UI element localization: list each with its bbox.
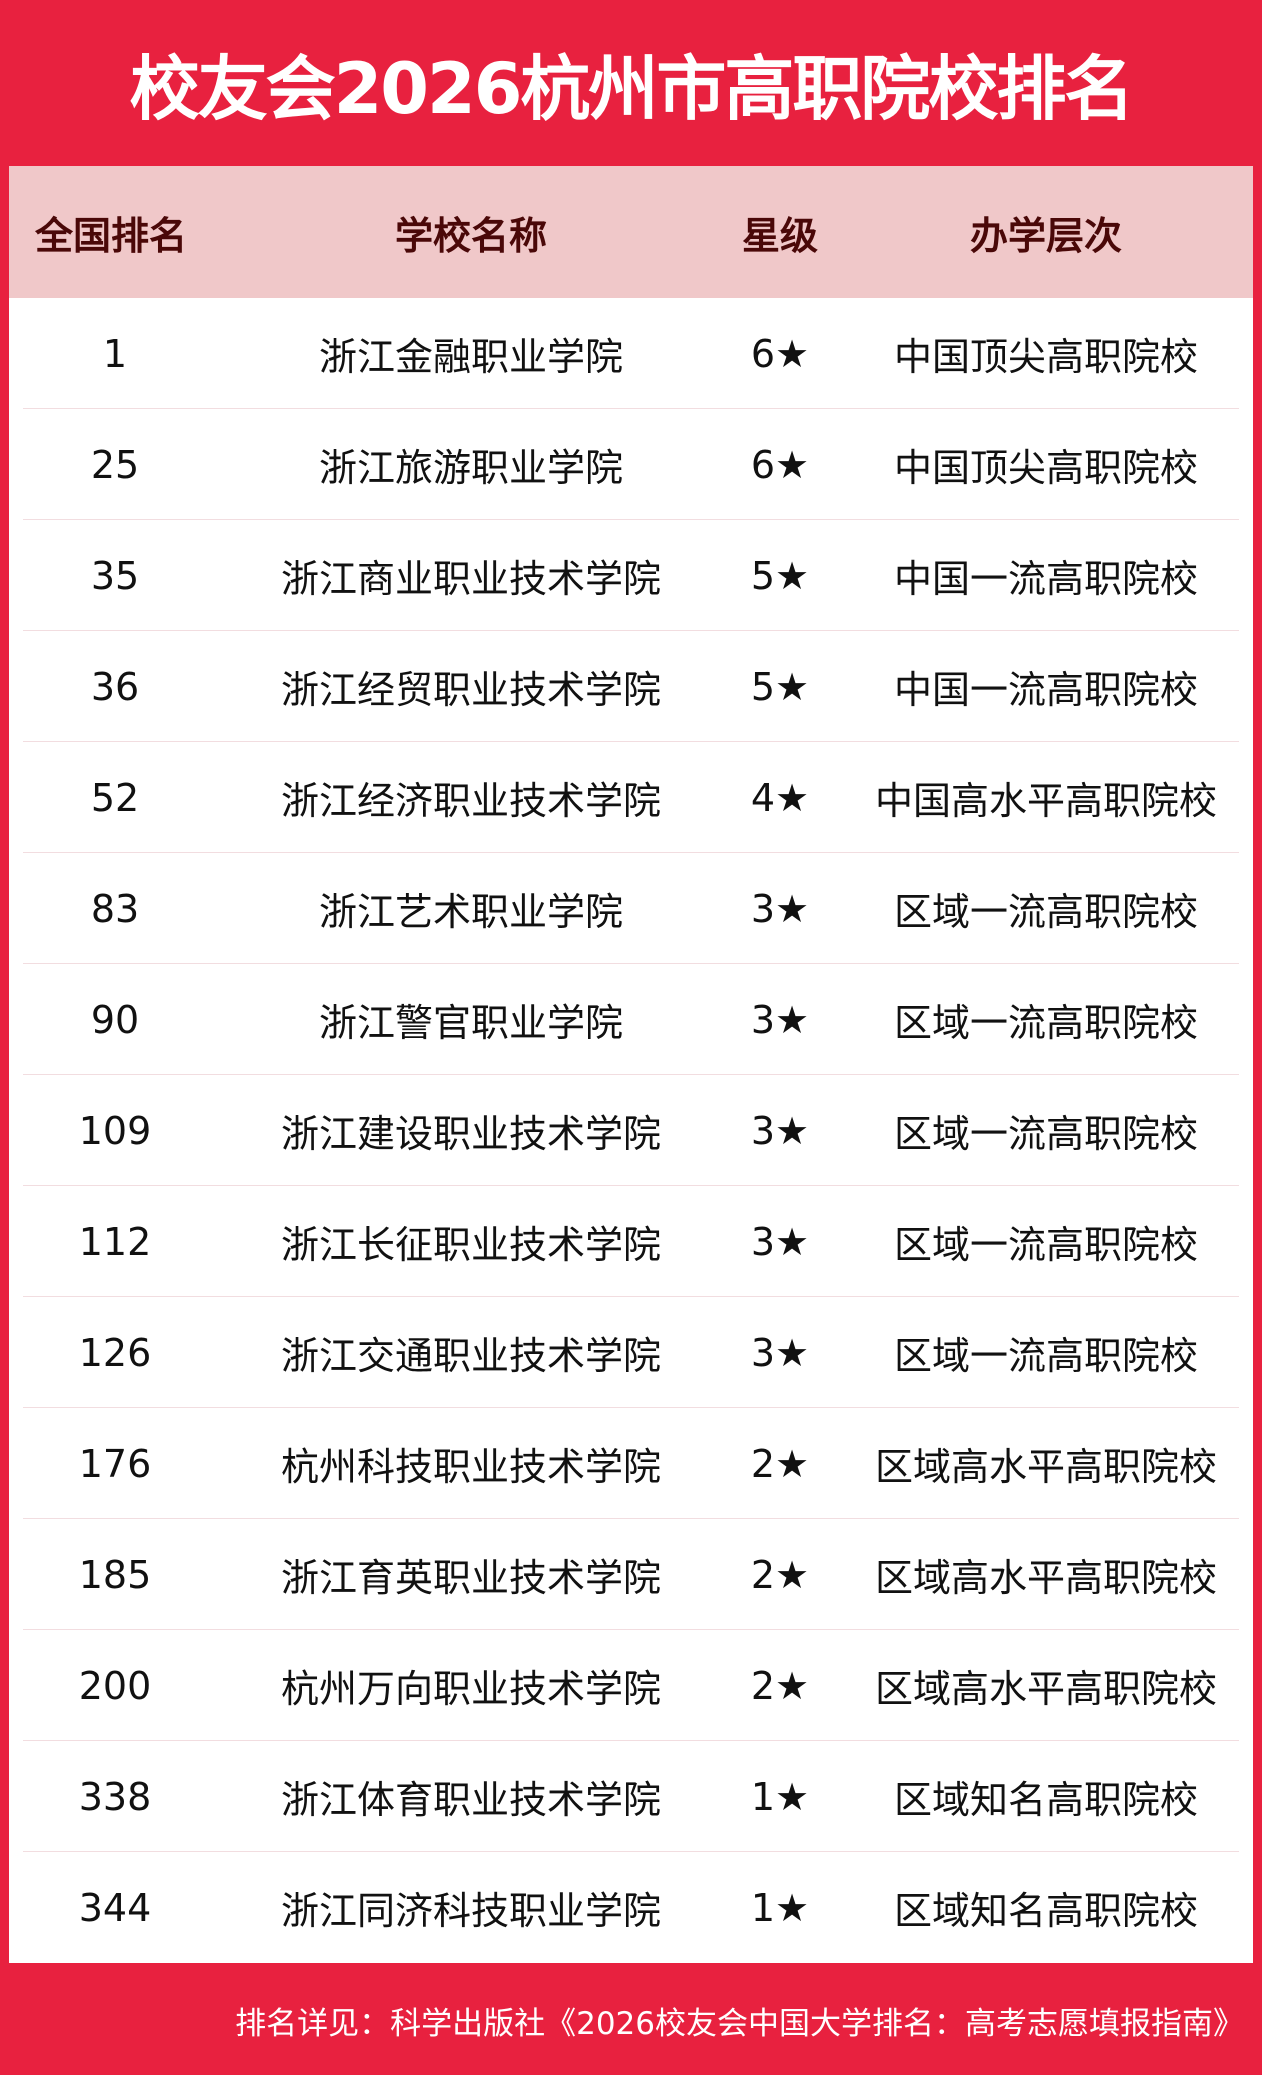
stars-cell: 3★ [750, 1108, 810, 1153]
school-name-cell: 浙江交通职业技术学院 [280, 1334, 661, 1378]
stars-cell: 2★ [750, 1441, 810, 1486]
level-cell: 区域一流高职院校 [893, 890, 1198, 934]
school-name-cell: 浙江经贸职业技术学院 [280, 668, 661, 712]
rank-cell: 35 [90, 553, 140, 598]
ranking-table: 全国排名 学校名称 星级 办学层次 1 浙江金融职业学院 6★ 中国顶尖高职院校 25 浙… [9, 166, 1253, 1963]
source-note: 排名详见：科学出版社《2026校友会中国大学排名：高考志愿填报指南》 [235, 2005, 1244, 2042]
column-header-rank: 全国排名 [35, 213, 188, 258]
school-name-cell: 浙江育英职业技术学院 [280, 1556, 661, 1600]
rank-cell: 36 [90, 664, 140, 709]
table-row: 112 浙江长征职业技术学院 3★ 区域一流高职院校 [9, 1186, 1253, 1297]
school-name-cell: 浙江旅游职业学院 [318, 446, 623, 490]
table-row: 185 浙江育英职业技术学院 2★ 区域高水平高职院校 [9, 1519, 1253, 1630]
level-cell: 区域一流高职院校 [893, 1334, 1198, 1378]
level-cell: 中国一流高职院校 [893, 668, 1198, 712]
rank-cell: 25 [90, 442, 140, 487]
rank-cell: 52 [90, 775, 140, 820]
stars-cell: 2★ [750, 1552, 810, 1597]
level-cell: 区域一流高职院校 [893, 1223, 1198, 1267]
school-name-cell: 杭州科技职业技术学院 [280, 1445, 661, 1489]
level-cell: 中国高水平高职院校 [874, 779, 1217, 823]
rank-cell: 126 [78, 1330, 152, 1375]
school-name-cell: 浙江同济科技职业学院 [280, 1889, 661, 1933]
school-name-cell: 浙江体育职业技术学院 [280, 1778, 661, 1822]
level-cell: 区域知名高职院校 [893, 1778, 1198, 1822]
stars-cell: 2★ [750, 1663, 810, 1708]
table-row: 176 杭州科技职业技术学院 2★ 区域高水平高职院校 [9, 1408, 1253, 1519]
level-cell: 区域知名高职院校 [893, 1889, 1198, 1933]
level-cell: 区域一流高职院校 [893, 1001, 1198, 1045]
school-name-cell: 浙江警官职业学院 [318, 1001, 623, 1045]
stars-cell: 3★ [750, 997, 810, 1042]
rank-cell: 185 [78, 1552, 152, 1597]
school-name-cell: 浙江金融职业学院 [318, 335, 623, 379]
rank-cell: 90 [90, 997, 140, 1042]
stars-cell: 3★ [750, 1219, 810, 1264]
column-header-name: 学校名称 [394, 213, 547, 258]
level-cell: 中国顶尖高职院校 [893, 335, 1198, 379]
table-header: 全国排名 学校名称 星级 办学层次 [9, 166, 1253, 298]
table-row: 35 浙江商业职业技术学院 5★ 中国一流高职院校 [9, 520, 1253, 631]
stars-cell: 5★ [750, 553, 810, 598]
level-cell: 中国一流高职院校 [893, 557, 1198, 601]
rank-cell: 200 [78, 1663, 152, 1708]
school-name-cell: 浙江建设职业技术学院 [280, 1112, 661, 1156]
level-cell: 区域高水平高职院校 [874, 1445, 1217, 1489]
column-header-level: 办学层次 [969, 213, 1122, 258]
school-name-cell: 浙江经济职业技术学院 [280, 779, 661, 823]
stars-cell: 4★ [750, 775, 810, 820]
school-name-cell: 浙江商业职业技术学院 [280, 557, 661, 601]
table-row: 109 浙江建设职业技术学院 3★ 区域一流高职院校 [9, 1075, 1253, 1186]
stars-cell: 3★ [750, 886, 810, 931]
rank-cell: 83 [90, 886, 140, 931]
table-row: 36 浙江经贸职业技术学院 5★ 中国一流高职院校 [9, 631, 1253, 742]
level-cell: 区域高水平高职院校 [874, 1667, 1217, 1711]
table-row: 338 浙江体育职业技术学院 1★ 区域知名高职院校 [9, 1741, 1253, 1852]
table-row: 25 浙江旅游职业学院 6★ 中国顶尖高职院校 [9, 409, 1253, 520]
school-name-cell: 浙江长征职业技术学院 [280, 1223, 661, 1267]
table-row: 344 浙江同济科技职业学院 1★ 区域知名高职院校 [9, 1852, 1253, 1963]
table-row: 126 浙江交通职业技术学院 3★ 区域一流高职院校 [9, 1297, 1253, 1408]
level-cell: 区域高水平高职院校 [874, 1556, 1217, 1600]
table-row: 52 浙江经济职业技术学院 4★ 中国高水平高职院校 [9, 742, 1253, 853]
table-row: 90 浙江警官职业学院 3★ 区域一流高职院校 [9, 964, 1253, 1075]
table-row: 1 浙江金融职业学院 6★ 中国顶尖高职院校 [9, 298, 1253, 409]
stars-cell: 1★ [750, 1774, 810, 1819]
column-header-stars: 星级 [741, 213, 818, 258]
level-cell: 区域一流高职院校 [893, 1112, 1198, 1156]
table-row: 83 浙江艺术职业学院 3★ 区域一流高职院校 [9, 853, 1253, 964]
stars-cell: 6★ [750, 442, 810, 487]
rank-cell: 109 [78, 1108, 152, 1153]
stars-cell: 3★ [750, 1330, 810, 1375]
rank-cell: 338 [78, 1774, 152, 1819]
stars-cell: 5★ [750, 664, 810, 709]
page-title: 校友会2026杭州市高职院校排名 [129, 47, 1135, 130]
rank-cell: 1 [102, 331, 128, 376]
table-row: 200 杭州万向职业技术学院 2★ 区域高水平高职院校 [9, 1630, 1253, 1741]
rank-cell: 176 [78, 1441, 152, 1486]
rank-cell: 344 [78, 1885, 152, 1930]
stars-cell: 6★ [750, 331, 810, 376]
rank-cell: 112 [78, 1219, 152, 1264]
level-cell: 中国顶尖高职院校 [893, 446, 1198, 490]
stars-cell: 1★ [750, 1885, 810, 1930]
school-name-cell: 杭州万向职业技术学院 [280, 1667, 661, 1711]
school-name-cell: 浙江艺术职业学院 [318, 890, 623, 934]
